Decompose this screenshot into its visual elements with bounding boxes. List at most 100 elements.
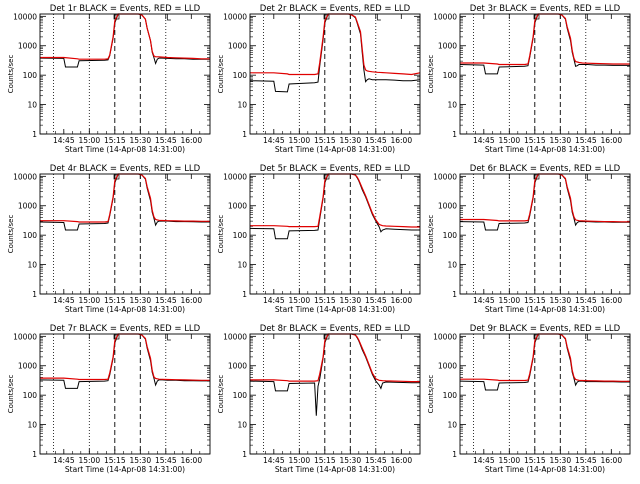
plot-frame (39, 13, 211, 135)
plot-frame (39, 333, 211, 455)
lld-series-line (40, 173, 210, 223)
x-tick-label: 15:45 (365, 456, 387, 465)
events-series-line (459, 13, 630, 75)
y-tick-label: 10 (447, 261, 457, 270)
plot-frame (459, 13, 631, 135)
y-tick-label: 1 (242, 130, 247, 139)
top-marker-bracket (587, 14, 591, 21)
x-tick-label: 15:00 (78, 456, 100, 465)
detector-panel-7: Det 7r BLACK = Events, RED = LLD 1 10 100 10… (7, 324, 211, 474)
panel-title: Det 6r BLACK = Events, RED = LLD (470, 164, 621, 174)
y-tick-label: 10 (237, 101, 247, 110)
x-tick-label: 15:45 (575, 456, 597, 465)
top-marker-bracket (587, 174, 591, 181)
panel-title: Det 8r BLACK = Events, RED = LLD (260, 324, 411, 334)
x-tick-label: 15:00 (498, 456, 520, 465)
lld-series-line (40, 333, 210, 381)
lld-series-line (460, 13, 630, 66)
x-tick-label: 15:45 (155, 456, 177, 465)
y-tick-label: 100 (23, 231, 38, 240)
lld-series-line (250, 333, 420, 383)
y-tick-label: 1000 (438, 42, 457, 51)
y-axis-label: Counts/sec (217, 375, 225, 414)
events-series-line (249, 333, 420, 416)
x-tick-label: 15:30 (339, 136, 361, 145)
x-tick-label: 15:00 (498, 296, 520, 305)
x-tick-label: 15:15 (524, 456, 546, 465)
x-tick-label: 14:45 (473, 136, 495, 145)
x-tick-label: 14:45 (473, 296, 495, 305)
y-tick-label: 1000 (228, 202, 247, 211)
x-tick-label: 15:30 (549, 136, 571, 145)
y-tick-label: 1 (452, 290, 457, 299)
x-tick-label: 15:45 (575, 296, 597, 305)
detector-panel-3: Det 3r BLACK = Events, RED = LLD 1 10 100 10… (427, 4, 631, 154)
lld-series-line (250, 13, 421, 76)
y-tick-label: 1000 (438, 202, 457, 211)
top-marker-bracket (377, 334, 381, 341)
x-tick-label: 15:15 (104, 456, 126, 465)
x-tick-label: 15:45 (155, 296, 177, 305)
x-tick-label: 15:00 (78, 136, 100, 145)
y-tick-label: 100 (23, 71, 38, 80)
detector-panel-6: Det 6r BLACK = Events, RED = LLD 1 10 100 10… (427, 164, 631, 314)
detector-panel-8: Det 8r BLACK = Events, RED = LLD 1 10 100 10… (217, 324, 421, 474)
x-tick-label: 14:45 (53, 456, 75, 465)
y-tick-label: 1 (32, 450, 37, 459)
y-tick-label: 1 (32, 290, 37, 299)
y-tick-label: 1 (242, 290, 247, 299)
detector-panel-4: Det 4r BLACK = Events, RED = LLD 1 10 100 10… (7, 164, 211, 314)
x-axis-label: Start Time (14-Apr-08 14:31:00) (485, 465, 605, 474)
y-tick-label: 1000 (438, 362, 457, 371)
y-tick-label: 1 (242, 450, 247, 459)
detector-panel-9: Det 9r BLACK = Events, RED = LLD 1 10 100 10… (427, 324, 631, 474)
x-tick-label: 16:00 (600, 296, 622, 305)
x-tick-label: 15:00 (288, 456, 310, 465)
y-tick-label: 10000 (433, 172, 457, 181)
y-tick-label: 1000 (228, 42, 247, 51)
y-tick-label: 10000 (223, 12, 247, 21)
x-tick-label: 15:45 (365, 296, 387, 305)
panel-title: Det 3r BLACK = Events, RED = LLD (470, 4, 621, 14)
x-tick-label: 16:00 (600, 136, 622, 145)
x-tick-label: 15:15 (524, 296, 546, 305)
y-tick-label: 10000 (13, 12, 37, 21)
y-axis-label: Counts/sec (427, 55, 435, 94)
x-tick-label: 15:00 (288, 136, 310, 145)
x-tick-label: 16:00 (390, 296, 412, 305)
y-tick-label: 100 (233, 391, 248, 400)
y-tick-label: 1 (32, 130, 37, 139)
y-tick-label: 10 (27, 261, 37, 270)
x-tick-label: 14:45 (263, 456, 285, 465)
y-tick-label: 10 (27, 101, 37, 110)
x-tick-label: 15:15 (524, 136, 546, 145)
x-tick-label: 15:15 (314, 456, 336, 465)
lld-series-line (250, 173, 420, 228)
y-axis-label: Counts/sec (7, 55, 15, 94)
x-tick-label: 16:00 (390, 456, 412, 465)
y-tick-label: 1000 (18, 42, 37, 51)
y-axis-label: Counts/sec (217, 215, 225, 254)
y-tick-label: 10000 (13, 172, 37, 181)
x-tick-label: 15:00 (288, 296, 310, 305)
detector-panel-5: Det 5r BLACK = Events, RED = LLD 1 10 100 10… (217, 164, 421, 314)
x-tick-label: 15:45 (365, 136, 387, 145)
top-marker-bracket (377, 174, 381, 181)
y-tick-label: 10000 (223, 332, 247, 341)
x-axis-label: Start Time (14-Apr-08 14:31:00) (485, 145, 605, 154)
y-axis-label: Counts/sec (427, 215, 435, 254)
x-axis-label: Start Time (14-Apr-08 14:31:00) (275, 465, 395, 474)
x-axis-label: Start Time (14-Apr-08 14:31:00) (65, 305, 185, 314)
x-tick-label: 15:15 (314, 296, 336, 305)
y-tick-label: 1 (452, 450, 457, 459)
x-tick-label: 14:45 (263, 136, 285, 145)
plot-frame (249, 13, 421, 135)
y-tick-label: 100 (233, 71, 248, 80)
y-tick-label: 100 (233, 231, 248, 240)
x-tick-label: 14:45 (53, 136, 75, 145)
y-tick-label: 10 (27, 421, 37, 430)
y-tick-label: 100 (443, 231, 458, 240)
y-tick-label: 1000 (228, 362, 247, 371)
y-tick-label: 10 (447, 421, 457, 430)
